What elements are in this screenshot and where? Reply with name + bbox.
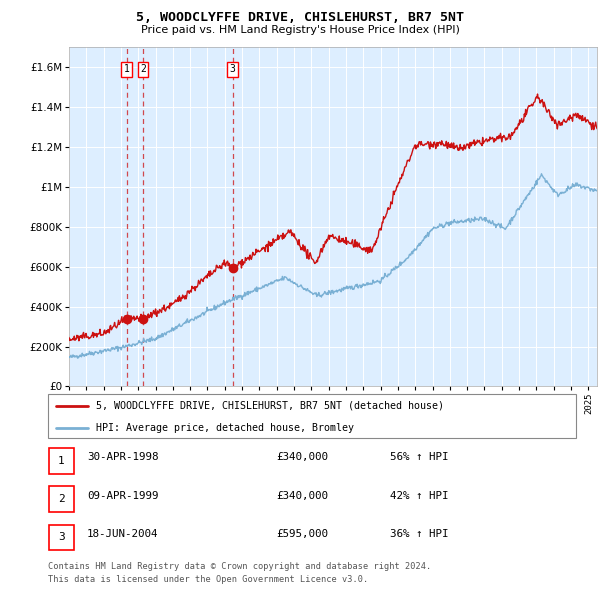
Text: This data is licensed under the Open Government Licence v3.0.: This data is licensed under the Open Gov… — [48, 575, 368, 584]
Text: 1: 1 — [124, 64, 130, 74]
Text: Price paid vs. HM Land Registry's House Price Index (HPI): Price paid vs. HM Land Registry's House … — [140, 25, 460, 35]
Text: 30-APR-1998: 30-APR-1998 — [87, 453, 158, 462]
Text: 2: 2 — [140, 64, 146, 74]
Text: 1: 1 — [58, 456, 65, 466]
Text: £340,000: £340,000 — [276, 491, 328, 500]
Text: 09-APR-1999: 09-APR-1999 — [87, 491, 158, 500]
Text: £595,000: £595,000 — [276, 529, 328, 539]
Text: 18-JUN-2004: 18-JUN-2004 — [87, 529, 158, 539]
Text: 36% ↑ HPI: 36% ↑ HPI — [390, 529, 448, 539]
Text: 3: 3 — [230, 64, 236, 74]
Text: 56% ↑ HPI: 56% ↑ HPI — [390, 453, 448, 462]
Text: Contains HM Land Registry data © Crown copyright and database right 2024.: Contains HM Land Registry data © Crown c… — [48, 562, 431, 571]
Text: 2: 2 — [58, 494, 65, 504]
Text: 42% ↑ HPI: 42% ↑ HPI — [390, 491, 448, 500]
Text: £340,000: £340,000 — [276, 453, 328, 462]
Text: 3: 3 — [58, 533, 65, 542]
Text: HPI: Average price, detached house, Bromley: HPI: Average price, detached house, Brom… — [95, 423, 353, 433]
Text: 5, WOODCLYFFE DRIVE, CHISLEHURST, BR7 5NT (detached house): 5, WOODCLYFFE DRIVE, CHISLEHURST, BR7 5N… — [95, 401, 443, 411]
Text: 5, WOODCLYFFE DRIVE, CHISLEHURST, BR7 5NT: 5, WOODCLYFFE DRIVE, CHISLEHURST, BR7 5N… — [136, 11, 464, 24]
